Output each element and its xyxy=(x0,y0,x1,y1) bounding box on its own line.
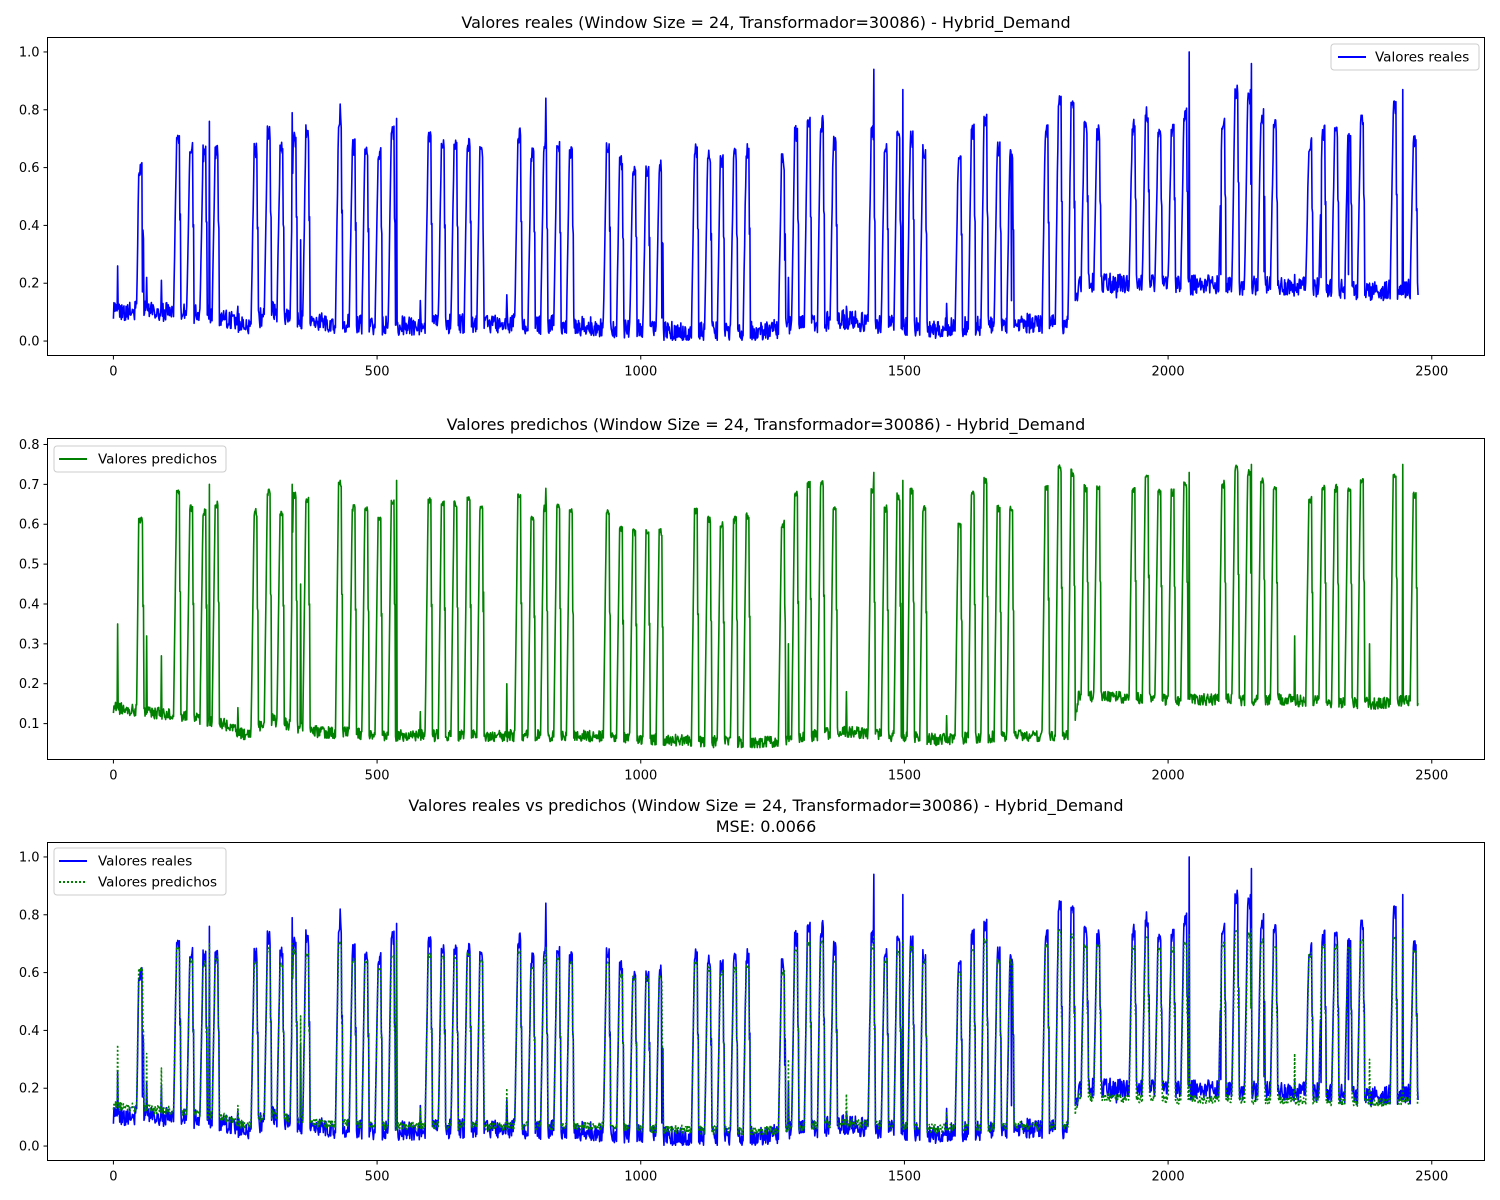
y-tick-label: 0.6 xyxy=(19,966,40,981)
ticks-layer: 0 500 1000 1500 2000 2500 0.0 0.2 0.4 0.6 0.8 1.0 xyxy=(19,850,1449,1184)
panel-title: Valores reales vs predichos (Window Size… xyxy=(408,796,1123,816)
panel-title: Valores predichos (Window Size = 24, Tra… xyxy=(447,415,1086,435)
x-tick-label: 2000 xyxy=(1152,1170,1185,1185)
series-layer xyxy=(112,463,1419,749)
y-tick-label: 0.8 xyxy=(19,438,40,453)
series-line-pred xyxy=(112,928,1419,1136)
x-tick-label: 0 xyxy=(109,769,117,784)
x-tick-label: 500 xyxy=(365,1170,390,1185)
y-tick-label: 0.4 xyxy=(19,1024,40,1039)
series-line-real xyxy=(112,856,1419,1146)
panel-compare: Valores reales vs predichos (Window Size… xyxy=(19,796,1485,1185)
y-tick-label: 0.2 xyxy=(19,1082,40,1097)
x-tick-label: 2000 xyxy=(1152,365,1185,380)
legend: Valores reales xyxy=(1330,43,1480,71)
series-layer xyxy=(112,856,1419,1146)
panel-subtitle: MSE: 0.0066 xyxy=(716,817,817,836)
x-tick-label: 500 xyxy=(365,769,390,784)
x-tick-label: 1000 xyxy=(624,769,657,784)
panel-real: Valores reales (Window Size = 24, Transf… xyxy=(19,13,1485,380)
ticks-layer: 0 500 1000 1500 2000 2500 0.1 0.2 0.3 0.4 0.5 0.6 0.… xyxy=(19,438,1449,784)
legend-box xyxy=(53,445,227,473)
legend-box xyxy=(53,847,227,896)
x-tick-label: 2500 xyxy=(1415,1170,1448,1185)
y-tick-label: 0.2 xyxy=(19,677,40,692)
x-tick-label: 0 xyxy=(109,1170,117,1185)
y-tick-label: 0.4 xyxy=(19,219,40,234)
x-tick-label: 1000 xyxy=(624,1170,657,1185)
x-tick-label: 1500 xyxy=(888,769,921,784)
x-tick-label: 1500 xyxy=(888,1170,921,1185)
panel-pred: Valores predichos (Window Size = 24, Tra… xyxy=(19,415,1485,784)
legend-label-real: Valores reales xyxy=(98,854,192,870)
y-tick-label: 0.1 xyxy=(19,717,40,732)
x-tick-label: 0 xyxy=(109,365,117,380)
y-tick-label: 0.0 xyxy=(19,335,40,350)
plot-frame xyxy=(47,438,1485,760)
legend-label-pred: Valores predichos xyxy=(98,875,217,891)
y-tick-label: 1.0 xyxy=(19,45,40,60)
panel-title: Valores reales (Window Size = 24, Transf… xyxy=(461,13,1070,33)
y-tick-label: 0.5 xyxy=(19,558,40,573)
series-line-real xyxy=(112,51,1419,341)
series-line-pred xyxy=(112,463,1419,749)
y-tick-label: 0.8 xyxy=(19,908,40,923)
legend-label-pred: Valores predichos xyxy=(98,452,217,468)
y-tick-label: 0.0 xyxy=(19,1140,40,1155)
x-tick-label: 2500 xyxy=(1415,769,1448,784)
legend: Valores reales Valores predichos xyxy=(53,847,227,896)
plot-frame xyxy=(47,37,1485,356)
y-tick-label: 0.2 xyxy=(19,277,40,292)
y-tick-label: 0.6 xyxy=(19,518,40,533)
x-tick-label: 1500 xyxy=(888,365,921,380)
y-tick-label: 0.3 xyxy=(19,637,40,652)
plot-frame xyxy=(47,842,1485,1161)
y-tick-label: 0.8 xyxy=(19,103,40,118)
y-tick-label: 0.4 xyxy=(19,597,40,612)
legend: Valores predichos xyxy=(53,445,227,473)
legend-label-real: Valores reales xyxy=(1375,50,1469,66)
x-tick-label: 2000 xyxy=(1152,769,1185,784)
x-tick-label: 500 xyxy=(365,365,390,380)
x-tick-label: 1000 xyxy=(624,365,657,380)
y-tick-label: 0.7 xyxy=(19,478,40,493)
x-tick-label: 2500 xyxy=(1415,365,1448,380)
y-tick-label: 1.0 xyxy=(19,850,40,865)
legend-box xyxy=(1330,43,1480,71)
series-layer xyxy=(112,51,1419,341)
y-tick-label: 0.6 xyxy=(19,161,40,176)
ticks-layer: 0 500 1000 1500 2000 2500 0.0 0.2 0.4 0.6 0.8 1.0 xyxy=(19,45,1449,379)
